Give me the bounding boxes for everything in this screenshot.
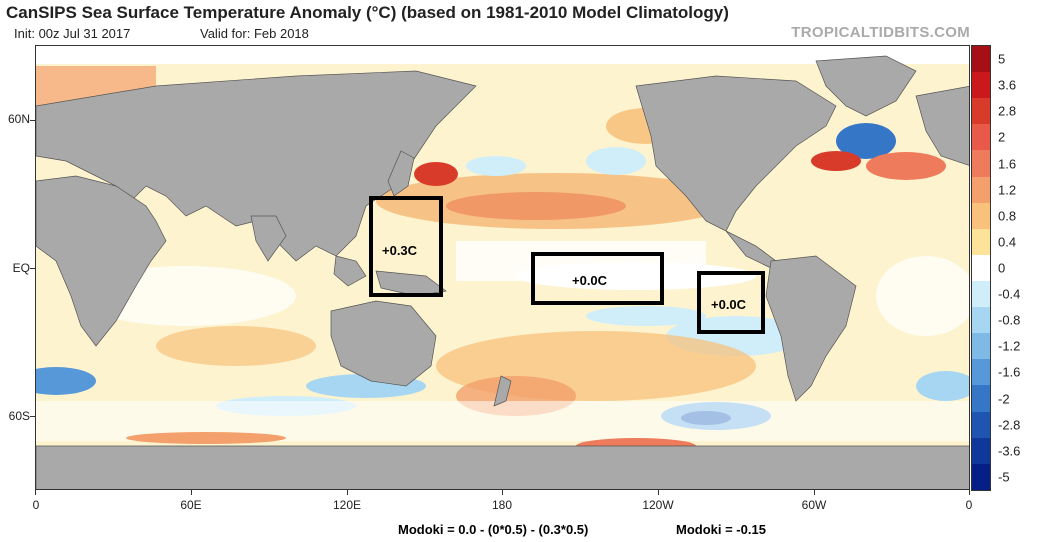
colorbar-tick-label: 0.8 [998,208,1017,224]
landmasses [36,55,969,489]
colorbar-tick-label: -0.4 [998,286,1021,302]
southeast-asia-land [333,255,367,287]
colorbar-segment [972,150,990,177]
colorbar-tick-label: -1.2 [998,338,1021,354]
colorbar-segment [972,280,990,308]
colorbar-segment [972,254,990,281]
colorbar-segment [972,98,990,125]
antarctica-land [36,445,969,489]
index-box-central-label: +0.0C [572,273,608,288]
lon-label-0-east: 0 [965,498,973,512]
india-land [250,215,287,262]
lon-tick-120e [347,490,348,495]
colorbar-segment [972,333,990,360]
australia-land [330,300,437,387]
lon-tick-120w [658,490,659,495]
lat-tick-60s [30,416,35,417]
colorbar-tick-label: -5 [998,469,1010,485]
lat-tick-60n [30,120,35,121]
lat-label-60n: 60N [7,112,30,126]
lon-tick-0-west [35,490,36,495]
map-canvas [36,46,969,489]
colorbar-segment [972,307,990,334]
init-time: Init: 00z Jul 31 2017 [14,26,131,41]
colorbar-segment [972,46,990,73]
lon-tick-180 [502,490,503,495]
colorbar-segment [972,176,990,203]
modoki-result: Modoki = -0.15 [676,522,766,537]
index-box-east [697,271,765,334]
lon-label-60e: 60E [180,498,202,512]
colorbar-segment [972,385,990,412]
index-box-west-label: +0.3C [382,243,418,258]
colorbar-tick-label: -3.6 [998,443,1021,459]
colorbar-tick-label: 0.4 [998,234,1017,250]
chart-title: CanSIPS Sea Surface Temperature Anomaly … [6,3,729,22]
colorbar-segment [972,72,990,99]
colorbar-tick-label: 5 [998,51,1006,67]
valid-time: Valid for: Feb 2018 [200,26,309,41]
colorbar-tick-label: -1.6 [998,364,1021,380]
lat-tick-eq [30,268,35,269]
colorbar-segment [972,359,990,386]
colorbar-segment [972,124,990,151]
index-box-central [531,252,664,305]
colorbar-tick-label: -2.8 [998,417,1021,433]
anomaly-fields [36,46,969,454]
greenland-land [815,55,917,117]
europe-land [915,86,969,166]
lon-label-60w: 60W [801,498,827,512]
lat-label-60s: 60S [8,409,30,423]
brand-watermark: TROPICALTIDBITS.COM [791,24,970,41]
colorbar-tick-label: 2 [998,129,1006,145]
colorbar-segment [972,202,990,229]
lon-tick-0-east [969,490,970,495]
lon-label-120w: 120W [642,498,674,512]
lon-tick-60w [814,490,815,495]
colorbar [971,45,991,491]
lon-label-120e: 120E [332,498,362,512]
colorbar-tick-label: 1.6 [998,156,1017,172]
africa-land [36,175,167,347]
colorbar-segment [972,411,990,438]
colorbar-tick-label: 1.2 [998,182,1017,198]
sst-anomaly-map [35,45,970,490]
colorbar-segment [972,437,990,464]
colorbar-segment [972,228,990,255]
japan-land [387,150,415,197]
lon-label-180: 180 [491,498,513,512]
colorbar-tick-label: 3.6 [998,77,1017,93]
colorbar-tick-label: -2 [998,391,1010,407]
colorbar-tick-label: 0 [998,260,1006,276]
colorbar-tick-label: -0.8 [998,312,1021,328]
lon-label-0-west: 0 [32,498,40,512]
index-box-west [369,196,443,297]
new-zealand-land [493,375,512,407]
colorbar-segment [972,463,990,490]
lon-tick-60e [191,490,192,495]
north-america-land [635,75,837,232]
south-america-land [765,255,857,402]
colorbar-tick-label: 2.8 [998,103,1017,119]
index-box-east-label: +0.0C [711,297,747,312]
lat-label-eq: EQ [12,261,30,275]
modoki-formula: Modoki = 0.0 - (0*0.5) - (0.3*0.5) [398,522,589,537]
